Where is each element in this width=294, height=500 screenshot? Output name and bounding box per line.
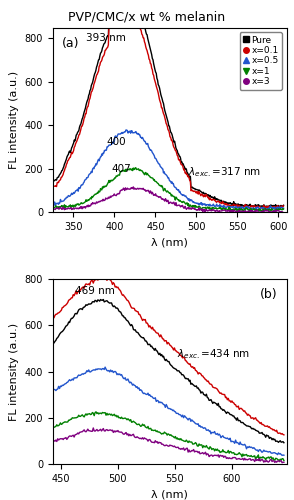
- Y-axis label: FL intensity (a.u.): FL intensity (a.u.): [9, 322, 19, 420]
- Text: 400: 400: [106, 138, 126, 147]
- Legend: Pure, x=0.1, x=0.5, x=1, x=3: Pure, x=0.1, x=0.5, x=1, x=3: [240, 32, 282, 90]
- X-axis label: λ (nm): λ (nm): [151, 490, 188, 500]
- Text: $\lambda_{exc.}$=434 nm: $\lambda_{exc.}$=434 nm: [177, 346, 250, 360]
- Text: 469 nm: 469 nm: [75, 286, 114, 296]
- Text: $\lambda_{exc.}$=317 nm: $\lambda_{exc.}$=317 nm: [188, 166, 261, 179]
- Text: (a): (a): [62, 36, 80, 50]
- X-axis label: λ (nm): λ (nm): [151, 238, 188, 248]
- Y-axis label: FL intensity (a.u.): FL intensity (a.u.): [9, 71, 19, 169]
- Text: 393 nm: 393 nm: [86, 33, 126, 43]
- Text: PVP/CMC/x wt % melanin: PVP/CMC/x wt % melanin: [69, 10, 225, 23]
- Text: 407: 407: [111, 164, 131, 174]
- Text: (b): (b): [260, 288, 277, 302]
